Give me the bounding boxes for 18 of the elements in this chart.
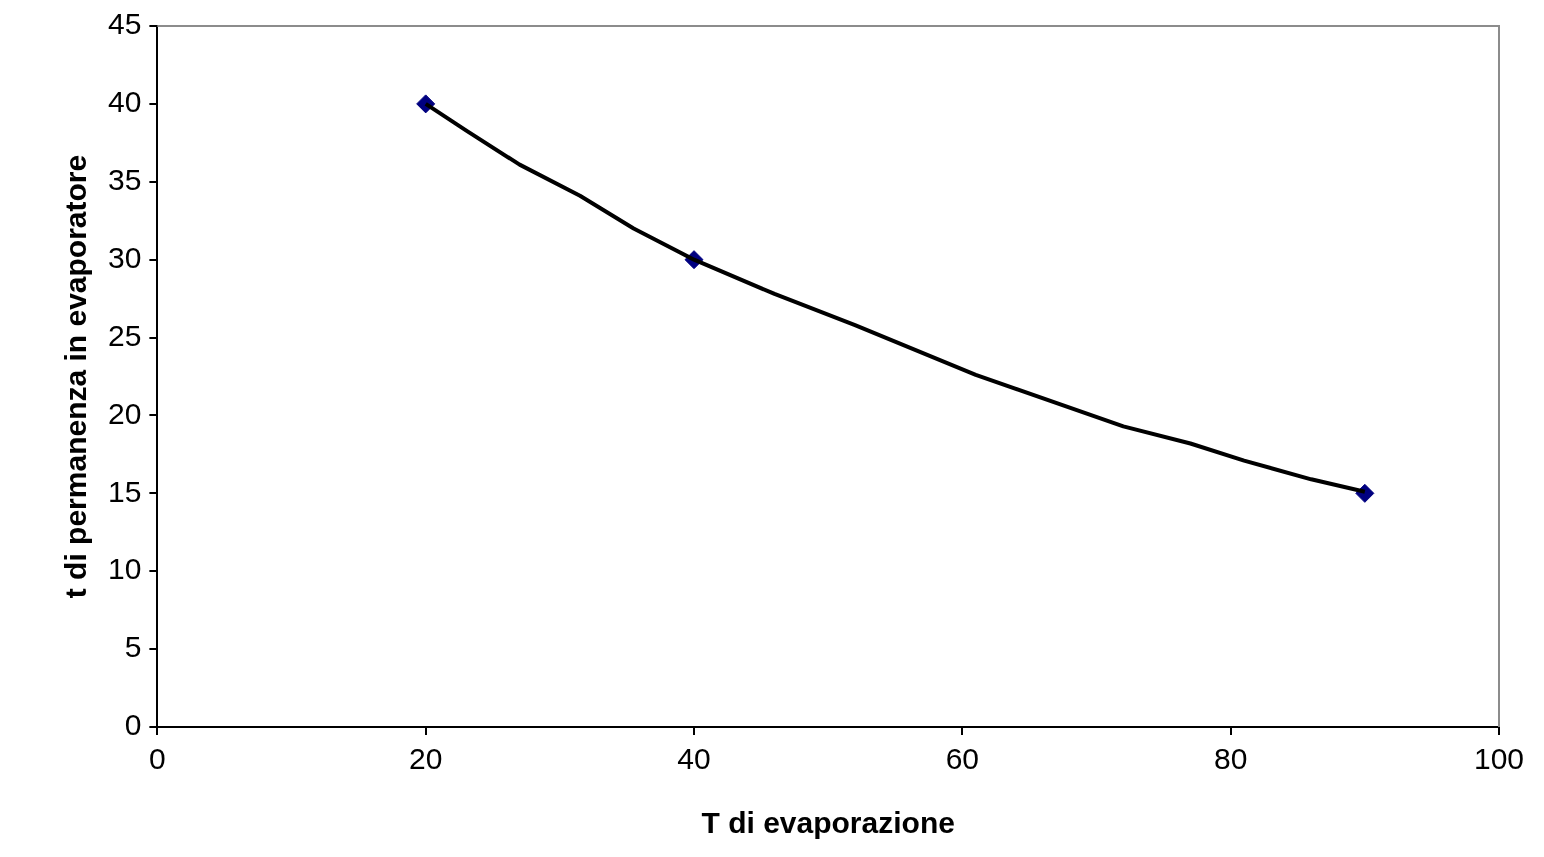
y-tick-label: 35 bbox=[107, 163, 142, 197]
y-tick-label: 10 bbox=[107, 552, 142, 586]
x-tick-label: 60 bbox=[945, 742, 980, 776]
x-tick-label: 80 bbox=[1213, 742, 1248, 776]
x-axis-title: T di evaporazione bbox=[701, 806, 955, 840]
x-tick-label: 40 bbox=[677, 742, 711, 776]
x-tick-label: 100 bbox=[1473, 742, 1525, 776]
y-tick-label: 0 bbox=[124, 708, 142, 742]
x-tick-label: 20 bbox=[409, 742, 443, 776]
x-tick-label: 0 bbox=[149, 742, 166, 776]
y-tick-label: 45 bbox=[107, 7, 142, 41]
y-tick-label: 40 bbox=[107, 85, 142, 119]
y-axis-title: t di permanenza in evaporatore bbox=[59, 154, 93, 599]
y-tick-label: 25 bbox=[107, 318, 142, 352]
y-tick-label: 30 bbox=[107, 240, 142, 274]
y-tick-label: 20 bbox=[107, 396, 142, 430]
y-tick-label: 15 bbox=[107, 474, 142, 508]
y-tick-label: 5 bbox=[124, 630, 142, 664]
